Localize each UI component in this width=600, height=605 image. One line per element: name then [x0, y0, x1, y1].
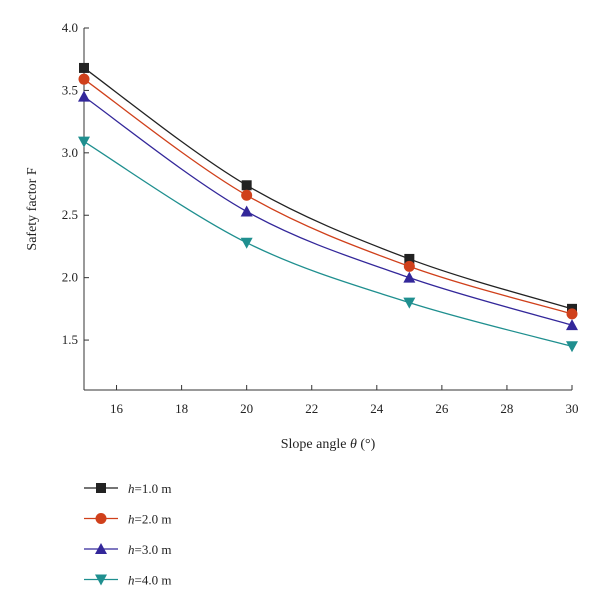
series-2-point	[566, 308, 578, 320]
series-3-point	[566, 319, 578, 331]
series-3-point	[240, 205, 253, 217]
legend-entry-2: h=2.0 m	[84, 512, 171, 527]
x-axis-label-suffix: (°)	[357, 437, 376, 452]
x-tick-label: 16	[110, 401, 124, 416]
series-2-point	[403, 260, 415, 272]
legend-label: h=4.0 m	[128, 573, 171, 588]
legend: h=1.0 mh=2.0 mh=3.0 mh=4.0 m	[84, 481, 171, 588]
series-line-2	[83, 78, 573, 315]
legend-label-var: h	[128, 542, 135, 557]
series-3-point	[78, 90, 90, 102]
legend-marker	[95, 574, 107, 586]
legend-label: h=3.0 m	[128, 542, 171, 557]
legend-label-var: h	[128, 512, 135, 527]
y-tick-label: 2.5	[62, 207, 78, 222]
legend-marker	[95, 543, 107, 554]
y-tick-label: 1.5	[62, 332, 78, 347]
series-1-point	[241, 180, 252, 191]
x-axis-label-symbol: θ	[350, 437, 357, 452]
y-tick-label: 2.0	[62, 270, 78, 285]
legend-label-rest: =4.0 m	[135, 573, 172, 588]
plot-area	[83, 28, 572, 391]
legend-label: h=1.0 m	[128, 481, 171, 496]
x-tick-label: 26	[435, 401, 449, 416]
series-1-point	[79, 62, 89, 73]
series-2-point	[78, 73, 90, 85]
legend-label-rest: =2.0 m	[135, 512, 172, 527]
x-tick-label: 20	[240, 401, 253, 416]
x-tick-label: 18	[175, 401, 188, 416]
y-tick-label: 3.5	[62, 82, 78, 97]
series-markers	[78, 62, 578, 353]
legend-label-rest: =1.0 m	[135, 481, 172, 496]
legend-entry-3: h=3.0 m	[84, 542, 171, 557]
series-4-point	[78, 136, 90, 148]
y-tick-label: 3.0	[62, 145, 78, 160]
x-tick-label: 30	[566, 401, 579, 416]
series-4-point	[240, 237, 253, 249]
y-ticks: 1.5 2.0 2.5 3.0 3.5 4.0	[62, 20, 89, 347]
series-2-point	[241, 189, 253, 201]
series-lines	[83, 67, 573, 347]
legend-label-var: h	[128, 481, 135, 496]
series-line-4	[83, 141, 573, 347]
legend-label-var: h	[128, 573, 135, 588]
legend-marker	[95, 513, 107, 524]
x-tick-label: 22	[305, 401, 318, 416]
series-line-3	[83, 96, 573, 326]
x-axis-label-prefix: Slope angle	[281, 437, 350, 452]
x-ticks: 16 18 20 22 24 26 28 30	[110, 385, 579, 416]
x-tick-label: 24	[370, 401, 384, 416]
series-1-point	[404, 253, 415, 264]
y-axis-label: Safety factor F	[25, 167, 40, 250]
x-axis-label: Slope angle θ (°)	[281, 437, 376, 452]
series-4-point	[403, 297, 416, 309]
series-4-point	[566, 341, 578, 353]
series-line-1	[83, 67, 573, 310]
legend-marker	[96, 483, 106, 493]
legend-entry-4: h=4.0 m	[84, 573, 171, 588]
series-3-point	[403, 271, 416, 283]
x-tick-label: 28	[500, 401, 513, 416]
legend-label-rest: =3.0 m	[135, 542, 172, 557]
legend-entry-1: h=1.0 m	[84, 481, 171, 496]
legend-label: h=2.0 m	[128, 512, 171, 527]
y-tick-label: 4.0	[62, 20, 78, 35]
